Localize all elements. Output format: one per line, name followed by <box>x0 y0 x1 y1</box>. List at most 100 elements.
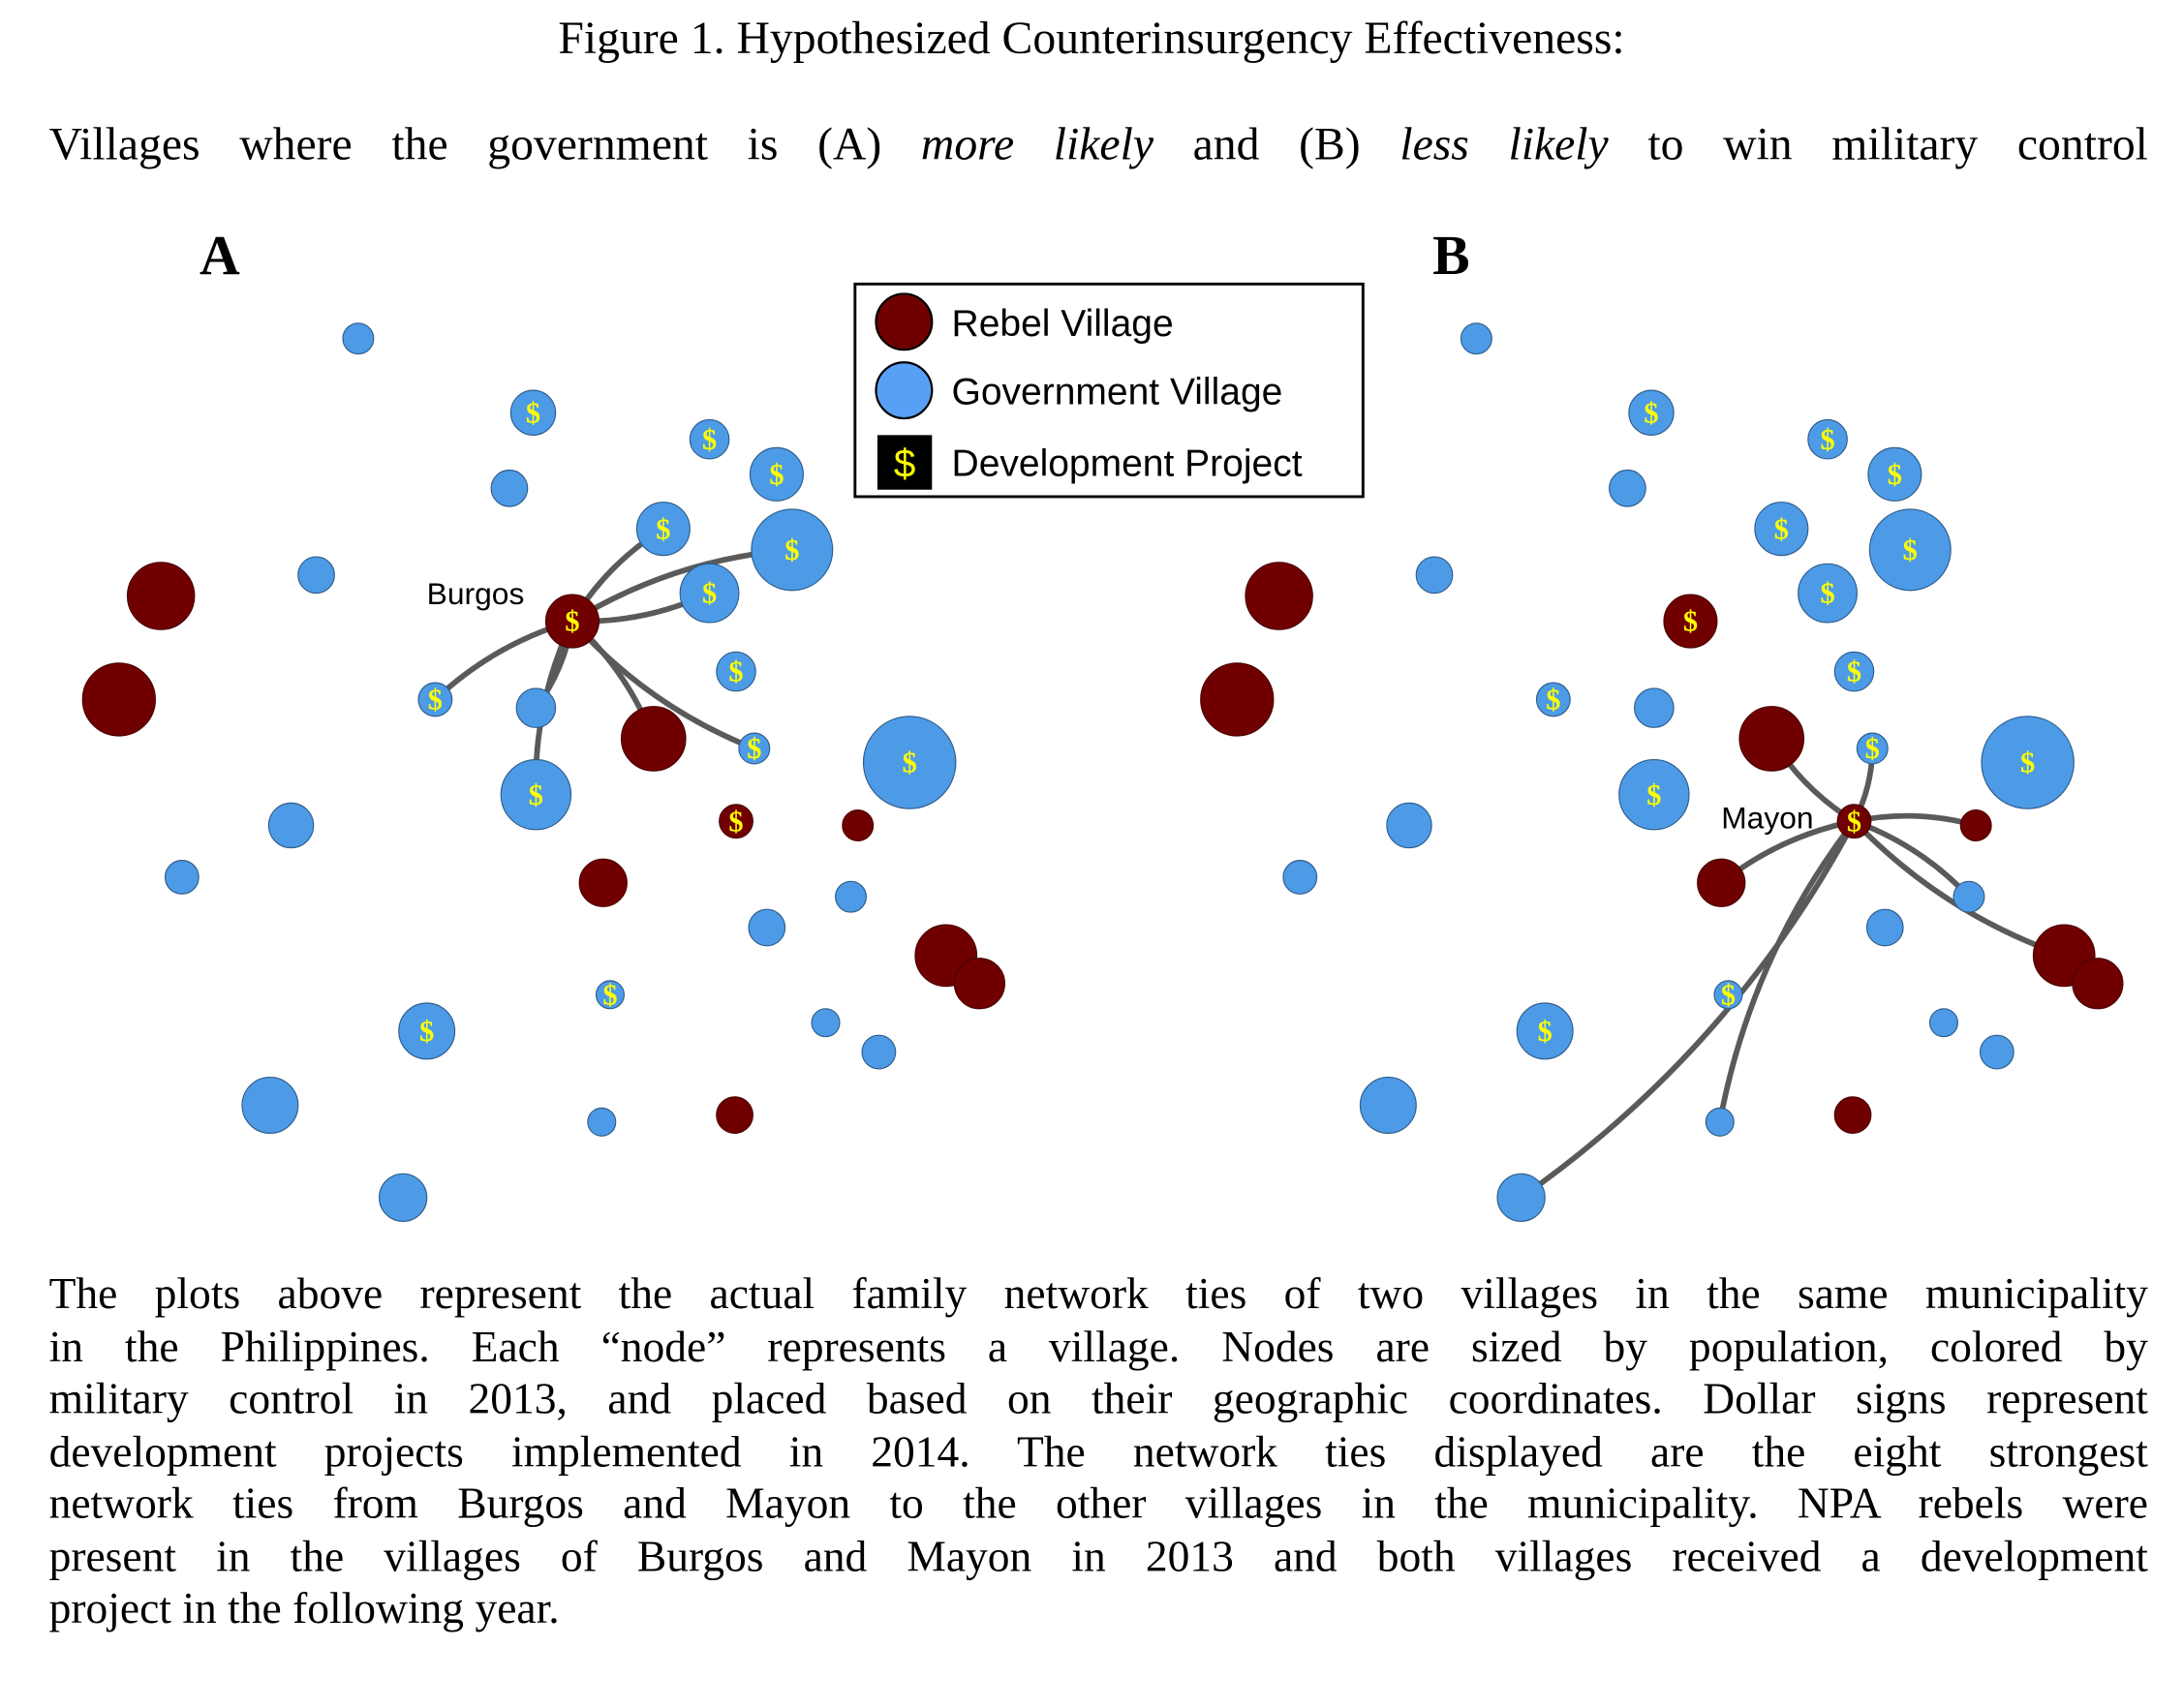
government-village-node <box>342 322 375 355</box>
government-village-node <box>1609 469 1646 507</box>
network-tie <box>1851 818 2068 959</box>
village-circle <box>342 322 375 355</box>
subtitle-text: Villages where the government is (A) <box>48 120 921 171</box>
village-circle <box>267 802 315 849</box>
caption-line: network ties from Burgos and Mayon to th… <box>48 1479 2148 1528</box>
rebel-village-node <box>1738 706 1805 772</box>
village-circle <box>1245 562 1313 630</box>
village-circle <box>751 508 834 592</box>
government-village-node <box>1979 1034 2014 1070</box>
development-project-dollar-icon: $ <box>529 778 543 811</box>
development-project-dollar-icon: $ <box>419 1015 434 1048</box>
subtitle-emphasis-more-likely: more likely <box>920 120 1154 171</box>
panel-label-a: A <box>200 225 240 287</box>
rebel-village-node <box>1697 858 1746 907</box>
network-tie <box>1851 812 1980 829</box>
village-circle <box>1807 418 1848 460</box>
government-village-node <box>1705 1107 1735 1137</box>
rebel-village-node <box>1959 809 1992 841</box>
village-circle <box>1959 809 1992 841</box>
village-circle <box>620 706 687 772</box>
government-village-node <box>748 908 786 947</box>
caption-line: in the Philippines. Each “node” represen… <box>48 1321 2148 1371</box>
legend-label-development: Development Project <box>952 442 1303 484</box>
rebel-village-node <box>620 706 687 772</box>
village-circle <box>689 418 730 460</box>
village-circle <box>578 858 628 907</box>
rebel-village-node-hub: $ <box>1836 804 1872 839</box>
subtitle-text: to win military control <box>1608 120 2148 171</box>
subtitle-emphasis-less-likely: less likely <box>1399 120 1609 171</box>
rebel-village-node <box>1833 1096 1872 1134</box>
village-circle <box>1628 389 1675 436</box>
government-village-node <box>861 1034 897 1070</box>
government-village-node <box>1282 860 1318 895</box>
development-project-dollar-icon: $ <box>1546 684 1560 717</box>
village-circle <box>842 809 875 841</box>
village-circle <box>544 594 600 649</box>
government-village-node: $ <box>1833 651 1875 692</box>
village-circle <box>716 651 756 692</box>
development-project-dollar-icon: $ <box>728 805 743 838</box>
legend-label-rebel: Rebel Village <box>952 303 1174 345</box>
development-project-dollar-icon: $ <box>1646 778 1661 811</box>
government-village-node: $ <box>738 732 771 765</box>
village-circle <box>490 469 529 507</box>
village-circle <box>716 1096 753 1134</box>
rebel-village-node <box>126 562 196 630</box>
government-village-node: $ <box>749 446 804 502</box>
village-circle <box>164 860 200 895</box>
government-village-node <box>1415 556 1454 595</box>
government-village-node: $ <box>1981 716 2075 809</box>
village-circle <box>1865 908 1904 947</box>
development-project-dollar-icon: $ <box>428 684 443 717</box>
village-circle <box>1200 662 1275 737</box>
development-project-dollar-icon: $ <box>656 512 670 545</box>
village-nodes: $ $ $ $ $ $ $ $ $ $ $ $ $ $ $ $ $ $ $ $ $ $ $ $ $ $ $ $ $ $ <box>81 322 2124 1222</box>
village-circle <box>1868 508 1952 592</box>
government-village-node <box>1634 687 1675 728</box>
village-circle <box>500 759 572 831</box>
government-village-node: $ <box>635 502 691 557</box>
village-circle <box>862 716 957 809</box>
village-circle <box>738 732 771 765</box>
village-circle <box>1516 1002 1574 1060</box>
figure-title: Figure 1. Hypothesized Counterinsurgency… <box>558 14 1625 65</box>
village-circle <box>1856 732 1889 765</box>
development-project-dollar-icon: $ <box>1865 732 1880 765</box>
village-circle <box>126 562 196 630</box>
village-circle <box>1754 502 1809 557</box>
government-village-legend-icon <box>875 361 934 420</box>
village-circle <box>1697 858 1746 907</box>
hub-label-mayon: Mayon <box>1721 800 1813 835</box>
government-village-node <box>1865 908 1904 947</box>
development-project-dollar-icon: $ <box>1721 978 1736 1011</box>
government-village-node: $ <box>679 563 740 624</box>
village-circle <box>835 880 867 913</box>
village-circle <box>509 389 557 436</box>
legend: Rebel Village Government Village $ Devel… <box>853 282 1365 499</box>
village-circle <box>1460 322 1492 355</box>
government-village-node: $ <box>398 1002 456 1060</box>
government-village-node <box>1496 1173 1546 1222</box>
development-project-dollar-icon: $ <box>1903 534 1918 566</box>
development-project-dollar-icon: $ <box>747 732 761 765</box>
government-village-node: $ <box>1867 446 1922 502</box>
caption-line: development projects implemented in 2014… <box>48 1426 2148 1476</box>
hub-label-burgos: Burgos <box>427 576 525 611</box>
network-tie <box>569 618 757 751</box>
village-circle <box>1634 687 1675 728</box>
village-circle <box>1738 706 1805 772</box>
village-circle <box>515 687 557 728</box>
village-circle <box>1663 594 1718 649</box>
rebel-village-node: $ <box>1663 594 1718 649</box>
government-village-node <box>164 860 200 895</box>
village-circle <box>241 1076 299 1134</box>
government-village-node: $ <box>1798 563 1858 624</box>
development-project-dollar-icon: $ <box>702 577 717 610</box>
government-village-node: $ <box>751 508 834 592</box>
network-ties <box>432 526 2068 1201</box>
village-circle <box>953 958 1006 1010</box>
government-village-node <box>1928 1008 1958 1038</box>
